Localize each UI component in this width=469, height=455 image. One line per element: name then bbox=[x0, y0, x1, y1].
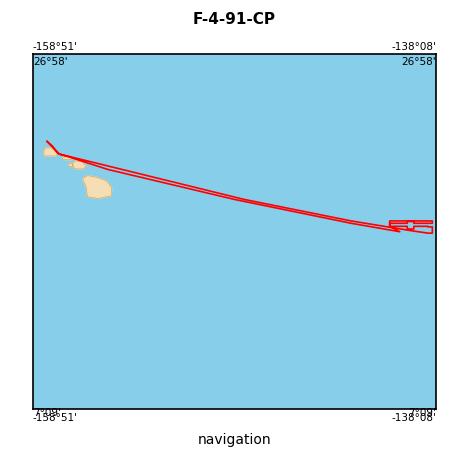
Text: navigation: navigation bbox=[198, 432, 271, 446]
Text: 26°58': 26°58' bbox=[33, 57, 68, 67]
Text: 7°09': 7°09' bbox=[33, 407, 61, 417]
Polygon shape bbox=[68, 164, 72, 167]
Text: -138°08': -138°08' bbox=[391, 42, 436, 52]
Text: -158°51': -158°51' bbox=[33, 42, 78, 52]
Text: 26°58': 26°58' bbox=[401, 57, 436, 67]
Polygon shape bbox=[12, 139, 23, 146]
Polygon shape bbox=[83, 176, 112, 199]
Polygon shape bbox=[63, 157, 72, 161]
Polygon shape bbox=[44, 149, 57, 157]
Text: -138°08': -138°08' bbox=[391, 412, 436, 422]
Text: F-4-91-CP: F-4-91-CP bbox=[193, 12, 276, 27]
Polygon shape bbox=[72, 162, 86, 170]
Text: 7°09': 7°09' bbox=[408, 407, 436, 417]
Polygon shape bbox=[6, 143, 9, 147]
Text: -158°51': -158°51' bbox=[33, 412, 78, 422]
